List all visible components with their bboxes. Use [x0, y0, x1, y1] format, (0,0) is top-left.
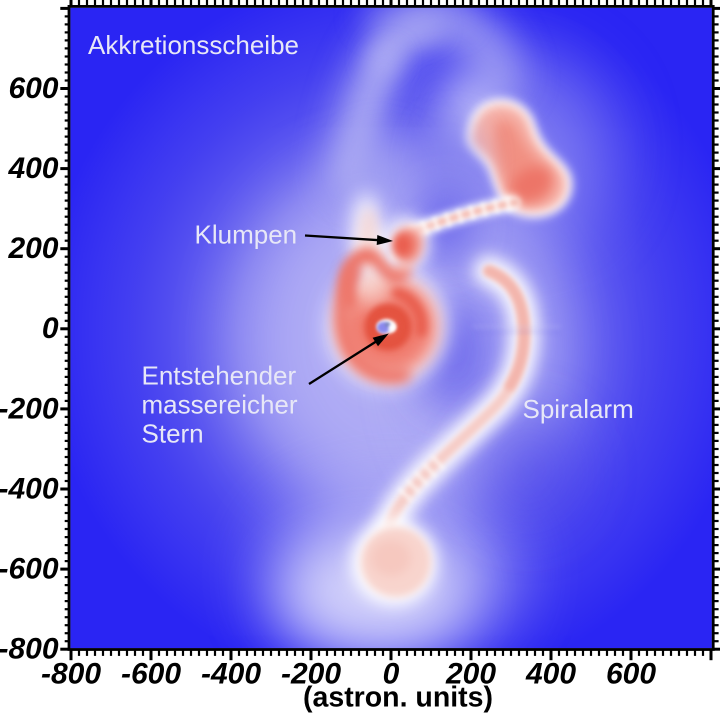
- svg-text:0: 0: [42, 312, 59, 345]
- svg-text:Spiralarm: Spiralarm: [523, 394, 634, 424]
- svg-text:-600: -600: [121, 657, 181, 690]
- svg-text:-200: -200: [281, 657, 341, 690]
- svg-text:-400: -400: [201, 657, 261, 690]
- svg-text:200: 200: [7, 232, 58, 265]
- svg-text:600: 600: [8, 72, 58, 105]
- svg-text:-600: -600: [0, 553, 59, 586]
- svg-text:200: 200: [445, 657, 496, 690]
- svg-text:400: 400: [7, 152, 58, 185]
- svg-text:600: 600: [606, 657, 656, 690]
- svg-text:-200: -200: [0, 392, 59, 425]
- svg-text:(astron. units): (astron. units): [303, 682, 493, 713]
- svg-text:Klumpen: Klumpen: [195, 220, 298, 250]
- svg-text:Entstehender: Entstehender: [142, 361, 297, 391]
- svg-text:-800: -800: [0, 633, 59, 666]
- svg-text:0: 0: [383, 657, 400, 690]
- svg-text:Stern: Stern: [142, 419, 204, 449]
- svg-text:-400: -400: [0, 472, 59, 505]
- svg-text:massereicher: massereicher: [142, 390, 298, 420]
- svg-text:-800: -800: [41, 657, 101, 690]
- svg-text:400: 400: [525, 657, 576, 690]
- svg-text:Akkretionsscheibe: Akkretionsscheibe: [88, 30, 299, 60]
